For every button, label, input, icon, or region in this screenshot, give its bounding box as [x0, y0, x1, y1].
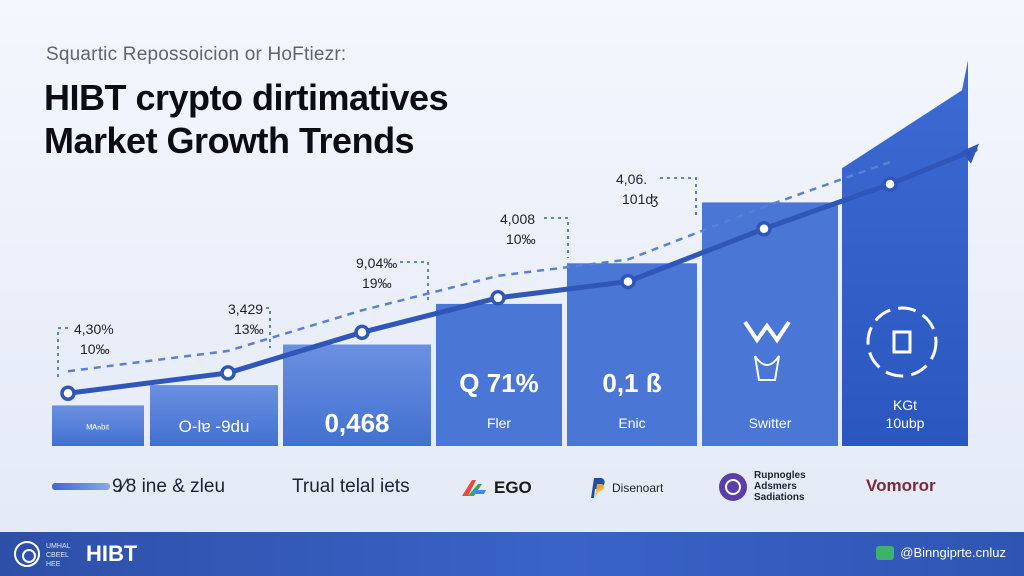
bar-1	[52, 405, 144, 446]
bar-label-4: Q 71%	[459, 368, 539, 398]
trend-point-2	[220, 365, 236, 381]
bar-sublabel-4: Fler	[487, 415, 511, 431]
brand-rupnogles-line1: Rupnogles	[754, 470, 806, 481]
paypal-like-icon	[591, 478, 605, 498]
annotation-leader-5	[660, 177, 697, 218]
annotation-leader-2	[266, 307, 271, 348]
bar-5	[567, 263, 697, 446]
annotation-leader-3	[400, 261, 429, 302]
trend-point-4	[490, 290, 506, 306]
footer-bar: UMHAL CBEEL HEE HIBT @Binngiprte.cnluz	[0, 532, 1024, 576]
trend-line	[65, 147, 978, 396]
bar-3	[283, 344, 431, 446]
trend-point-1	[60, 385, 76, 401]
brand-ego-label: EGO	[494, 478, 532, 497]
annotation-value-2: 3,429	[228, 301, 263, 317]
bar-sublabel-7: 10ubp	[886, 415, 925, 431]
annotation-leader-4	[544, 217, 569, 258]
ego-logo-icon	[462, 480, 486, 496]
annotation-leader-1	[57, 327, 68, 380]
brand-disenoart: Disenoart	[588, 476, 663, 500]
bar-label-1: ᴹᴬⁿᵇᶦᵗ	[87, 423, 110, 435]
brand-rupnogles: Rupnogles Adsmers Sadiations	[718, 470, 806, 503]
bar-label-2: O-lɐ -9du	[179, 417, 250, 436]
trend-point-5	[620, 273, 636, 290]
annotation-value-5: 4,06.	[616, 171, 647, 187]
legend-item-2: Trual telal iets	[292, 476, 410, 497]
trend-point-3	[354, 324, 370, 341]
switter-logo-icon	[743, 320, 791, 381]
annotation-5: 4,06. 101ʤ	[616, 171, 697, 218]
annotation-4: 4,008 10‰	[500, 211, 569, 258]
chat-icon	[876, 545, 895, 560]
bar-sublabel-5: Enic	[618, 415, 645, 431]
annotation-1: 4,30% 10‰	[57, 321, 114, 380]
annotation-pct-4: 10‰	[506, 231, 536, 247]
chart-subtitle: Squartic Repossoicion or HoFtiezr:	[46, 44, 347, 65]
annotation-value-1: 4,30%	[74, 321, 114, 337]
brand-ego: EGO	[460, 478, 532, 498]
annotation-pct-2: 13‰	[234, 321, 264, 337]
bar-label-5: 0,1 ß	[602, 368, 661, 398]
footer-brand: HIBT	[86, 541, 138, 566]
bar-7	[842, 60, 968, 447]
brand-disenoart-label: Disenoart	[612, 481, 664, 495]
trend-point-6	[756, 221, 772, 237]
annotation-3: 9,04‰ 19‰	[356, 255, 429, 302]
footer-handle-text: @Binngiprte.cnluz	[900, 545, 1006, 560]
annotation-pct-3: 19‰	[362, 275, 392, 291]
bar-label-7: KGt	[893, 397, 917, 413]
bar-2	[150, 385, 278, 446]
trend-point-7	[882, 176, 898, 192]
annotation-value-4: 4,008	[500, 211, 535, 227]
annotation-pct-1: 10‰	[80, 341, 110, 357]
brand-rupnogles-line2: Adsmers	[754, 481, 797, 492]
bar-label-3: 0,468	[324, 408, 389, 438]
bar-label-6: Switter	[749, 415, 792, 431]
legend-line-swatch	[52, 483, 110, 490]
hibt-logo-icon	[14, 541, 40, 567]
footer-small-text: UMHAL CBEEL HEE	[46, 543, 71, 568]
bar-6	[702, 202, 838, 446]
brand-rupnogles-line3: Sadiations	[754, 492, 805, 503]
title-line-2: Market Growth Trends	[44, 120, 415, 161]
annotation-2: 3,429 13‰	[228, 301, 271, 348]
legend-item-1: 9⁄8 ine & zleu	[112, 476, 226, 497]
annotation-value-3: 9,04‰	[356, 255, 397, 271]
bar-4	[436, 303, 562, 446]
footer-handle[interactable]: @Binngiprte.cnluz	[876, 545, 1006, 560]
kgt-emblem-icon	[866, 306, 938, 378]
trend-arrow-icon	[961, 143, 979, 164]
annotation-pct-5: 101ʤ	[622, 191, 658, 207]
dashed-trend-line	[67, 160, 891, 373]
title-line-1: HIBT crypto dirtimatives	[44, 77, 449, 118]
brand-vomoror: Vomoror	[866, 476, 936, 496]
brand-vomoror-label: Vomoror	[866, 476, 936, 495]
chart-title: HIBT crypto dirtimatives Market Growth T…	[44, 76, 449, 162]
purple-badge-icon	[719, 472, 747, 501]
